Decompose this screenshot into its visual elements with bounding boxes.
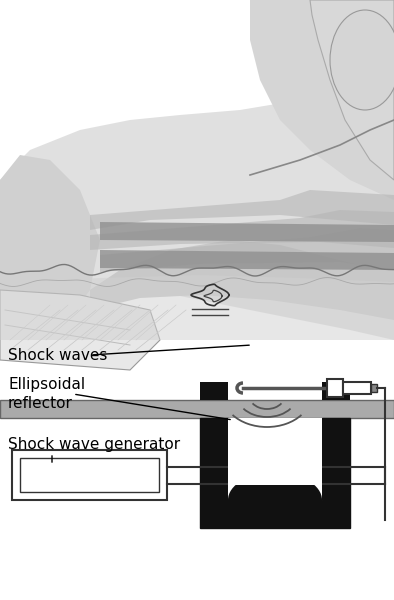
Text: reflector: reflector: [8, 395, 73, 410]
Polygon shape: [0, 275, 394, 340]
Ellipse shape: [330, 10, 394, 110]
Bar: [0, 400, 394, 418]
Polygon shape: [90, 190, 394, 230]
Bar: [371, 384, 377, 392]
Text: Shock wave generator: Shock wave generator: [8, 437, 180, 452]
Polygon shape: [100, 228, 394, 272]
Polygon shape: [310, 0, 394, 180]
Text: Shock waves: Shock waves: [8, 347, 108, 362]
Ellipse shape: [228, 473, 322, 527]
Polygon shape: [90, 240, 394, 320]
Polygon shape: [100, 222, 394, 242]
Text: Ellipsoidal: Ellipsoidal: [8, 377, 85, 392]
Polygon shape: [100, 250, 394, 270]
Bar: [327, 379, 343, 397]
Polygon shape: [250, 0, 394, 200]
Polygon shape: [0, 80, 394, 340]
Bar: [228, 418, 322, 500]
Bar: [322, 382, 350, 400]
Bar: [12, 450, 167, 500]
Bar: [343, 382, 371, 394]
Bar: [20, 458, 159, 492]
Bar: [228, 418, 322, 485]
Polygon shape: [0, 290, 160, 370]
Polygon shape: [90, 210, 394, 250]
Polygon shape: [200, 418, 350, 528]
Polygon shape: [0, 155, 100, 340]
Bar: [200, 382, 228, 400]
